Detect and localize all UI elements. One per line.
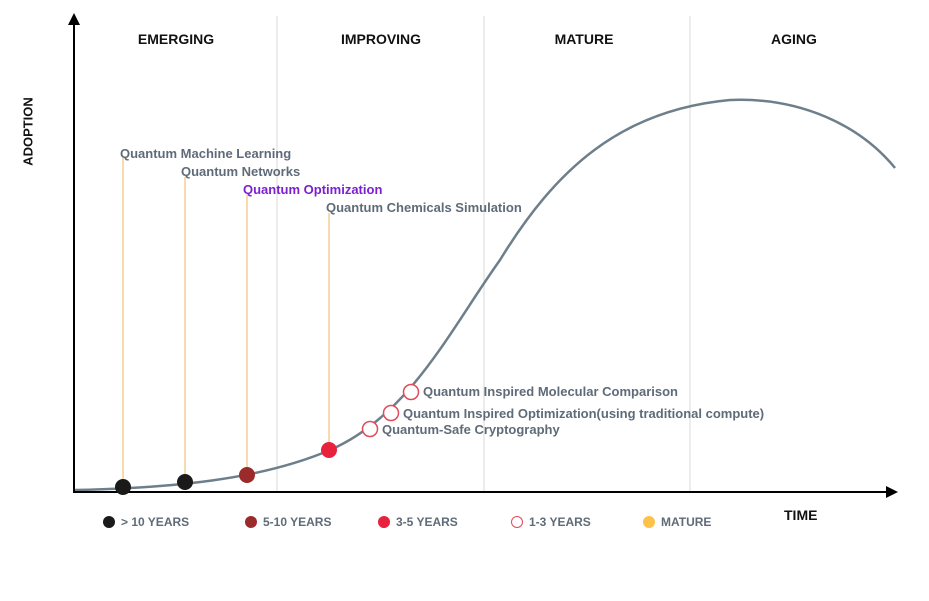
phase-label-improving: IMPROVING bbox=[340, 31, 422, 47]
legend-label: 1-3 YEARS bbox=[529, 515, 591, 529]
legend-item: 5-10 YEARS bbox=[245, 515, 331, 529]
legend-label: 5-10 YEARS bbox=[263, 515, 332, 529]
legend-item: 1-3 YEARS bbox=[511, 515, 591, 529]
tech-label-quantum-inspired-optimization: Quantum Inspired Optimization(using trad… bbox=[403, 406, 765, 421]
marker-quantum-networks bbox=[177, 474, 193, 490]
legend-swatch-5-10-years bbox=[245, 516, 257, 528]
marker-quantum-inspired-molecular-comparison bbox=[402, 383, 420, 401]
legend-swatch-over-10-years bbox=[103, 516, 115, 528]
phase-label-mature: MATURE bbox=[554, 31, 614, 47]
marker-quantum-chemicals-simulation bbox=[321, 442, 337, 458]
x-axis-arrow bbox=[886, 486, 898, 498]
legend-label: 3-5 YEARS bbox=[396, 515, 458, 529]
tech-label-quantum-optimization: Quantum Optimization bbox=[243, 182, 383, 197]
legend-item: > 10 YEARS bbox=[103, 515, 189, 529]
tech-label-quantum-machine-learning: Quantum Machine Learning bbox=[120, 146, 292, 161]
marker-quantum-optimization bbox=[239, 467, 255, 483]
legend-swatch-3-5-years bbox=[378, 516, 390, 528]
legend-item: 3-5 YEARS bbox=[378, 515, 458, 529]
marker-quantum-inspired-optimization bbox=[382, 404, 400, 422]
y-axis-label: ADOPTION bbox=[20, 97, 36, 166]
tech-label-quantum-inspired-molecular-comparison: Quantum Inspired Molecular Comparison bbox=[423, 384, 678, 399]
legend-swatch-mature bbox=[643, 516, 655, 528]
tech-label-quantum-networks: Quantum Networks bbox=[181, 164, 301, 179]
legend-label: MATURE bbox=[661, 515, 712, 529]
phase-label-aging: AGING bbox=[771, 31, 817, 47]
phase-label-emerging: EMERGING bbox=[137, 31, 215, 47]
marker-quantum-safe-cryptography bbox=[361, 420, 379, 438]
legend-swatch-1-3-years bbox=[511, 516, 523, 528]
tech-label-quantum-chemicals-simulation: Quantum Chemicals Simulation bbox=[326, 200, 522, 215]
legend-item: MATURE bbox=[643, 515, 711, 529]
tech-label-quantum-safe-cryptography: Quantum-Safe Cryptography bbox=[382, 422, 560, 437]
x-axis-label: TIME bbox=[784, 507, 818, 523]
y-axis-arrow bbox=[68, 13, 80, 25]
marker-quantum-machine-learning bbox=[115, 479, 131, 495]
legend-label: > 10 YEARS bbox=[121, 515, 190, 529]
